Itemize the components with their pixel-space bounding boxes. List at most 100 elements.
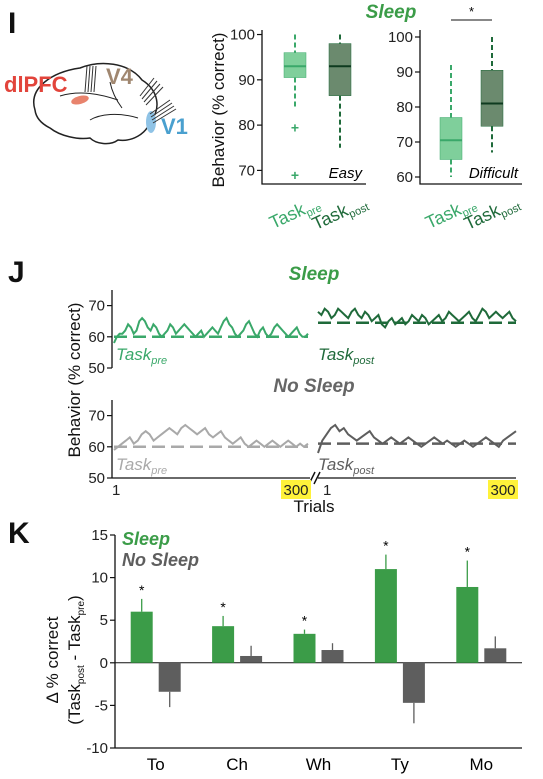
x-category-label: Ty [391, 755, 409, 774]
bar-nosleep [402, 662, 425, 703]
y-tick-label: 90 [396, 64, 413, 81]
y-tick-label: 80 [238, 117, 255, 134]
panel-label-k: K [8, 517, 30, 550]
axis-lines [419, 30, 522, 185]
y-tick-label: 70 [238, 162, 255, 179]
significance-marker: * [139, 582, 145, 598]
condition-label: Easy [329, 165, 364, 182]
panel-label-j: J [8, 256, 25, 289]
panel-j-nosleep-title: No Sleep [273, 376, 354, 397]
task-post-line [317, 423, 517, 454]
x-tick-label: 300 [490, 482, 515, 499]
task-post-label: Taskpost [318, 345, 375, 367]
bar-sleep [456, 586, 479, 663]
y-tick-label: -10 [86, 740, 108, 757]
barchart-k: -10 -5 0 5 10 15 To * Ch * Wh * Ty * Mo * [86, 527, 522, 774]
axis-break-mark [313, 471, 321, 485]
panel-j-x-axis-label: Trials [294, 497, 335, 516]
task-pre-label: Taskpre [116, 455, 167, 477]
x-category-label: Ch [226, 755, 248, 774]
y-tick-label: 50 [88, 360, 105, 377]
significance-marker: * [220, 599, 226, 615]
box-task-post [480, 37, 504, 153]
legend-nosleep: No Sleep [122, 550, 199, 570]
panel-k-y-axis-label-line1: Δ % correct [43, 616, 62, 703]
dlpfc-region [71, 95, 89, 105]
y-tick-label: 10 [91, 570, 108, 587]
box-iqr [480, 70, 504, 127]
k-ylab-mid: - Task [65, 615, 84, 665]
panel-j-y-axis-label: Behavior (% correct) [65, 303, 84, 458]
significance-marker: * [465, 544, 471, 560]
significance-marker: * [302, 613, 308, 629]
bar-nosleep [484, 648, 507, 663]
panel-j-lineplots: Sleep No Sleep Behavior (% correct) Tria… [65, 264, 518, 516]
panel-k-barchart: Sleep No Sleep Δ % correct (Taskpost - T… [43, 527, 522, 774]
v1-label: V1 [161, 114, 188, 139]
y-tick-label: -5 [95, 697, 108, 714]
bar-sleep [130, 611, 153, 663]
x-category-label: Wh [306, 755, 332, 774]
y-tick-label: 0 [100, 655, 108, 672]
box-outlier: + [291, 167, 299, 183]
box-iqr [283, 52, 307, 78]
dlpfc-label: dlPFC [4, 72, 68, 97]
x-tick-highlight [488, 480, 518, 499]
y-tick-label: 70 [88, 298, 105, 315]
legend-sleep: Sleep [122, 529, 170, 549]
box-iqr [439, 117, 463, 160]
y-tick-label: 60 [88, 439, 105, 456]
significance-marker: * [383, 538, 389, 554]
y-tick-label: 100 [230, 27, 255, 44]
bar-sleep [293, 633, 316, 663]
y-tick-label: 60 [88, 329, 105, 346]
task-post-label: Taskpost [318, 455, 375, 477]
k-ylab-sub1: post [76, 665, 87, 684]
bar-nosleep [321, 650, 344, 663]
condition-label: Difficult [469, 165, 519, 182]
x-category-label: Mo [469, 755, 493, 774]
v4-label: V4 [106, 64, 134, 89]
panel-i-y-axis-label: Behavior (% correct) [209, 33, 228, 188]
bar-sleep [212, 626, 235, 663]
task-pre-label: Taskpre [116, 345, 167, 367]
box-task-pre: ++ [283, 34, 307, 183]
panel-label-i: I [8, 7, 16, 40]
y-tick-label: 100 [388, 29, 413, 46]
panel-k-y-axis-label-line2: (Taskpost - Taskpre) [65, 595, 87, 724]
k-ylab-sub2: pre [76, 601, 87, 616]
x-category-label: Taskpost [461, 191, 523, 236]
x-tick-label: 1 [112, 482, 120, 499]
bar-nosleep [240, 655, 263, 663]
panel-i-boxplots: Sleep Behavior (% correct) 708090100++Ta… [209, 2, 523, 236]
bar-nosleep [158, 662, 181, 692]
brain-schematic-icon: dlPFC V4 V1 [4, 62, 188, 145]
x-tick-highlight [281, 480, 311, 499]
x-category-label: Taskpost [309, 191, 371, 236]
y-tick-label: 80 [396, 99, 413, 116]
panel-i-title: Sleep [366, 2, 417, 23]
x-category-label: To [147, 755, 165, 774]
y-tick-label: 50 [88, 470, 105, 487]
y-tick-label: 15 [91, 527, 108, 544]
k-ylab-main: Task [65, 684, 84, 719]
axis-lines [261, 30, 366, 185]
task-post-line [317, 307, 517, 330]
lineplot-sleep: 50 60 70 Taskpre Taskpost [88, 290, 517, 377]
bar-sleep [374, 569, 397, 663]
box-task-pre [439, 65, 463, 177]
significance-marker: * [469, 4, 474, 19]
box-task-post [328, 34, 352, 148]
box-iqr [328, 43, 352, 96]
task-pre-line [113, 316, 309, 344]
y-tick-label: 60 [396, 169, 413, 186]
lineplot-nosleep: 50 60 70 Taskpre Taskpost 1 300 1 300 [88, 400, 518, 499]
task-pre-line [113, 423, 309, 451]
y-tick-label: 70 [88, 408, 105, 425]
y-tick-label: 70 [396, 134, 413, 151]
x-tick-label: 300 [283, 482, 308, 499]
y-tick-label: 5 [100, 612, 108, 629]
